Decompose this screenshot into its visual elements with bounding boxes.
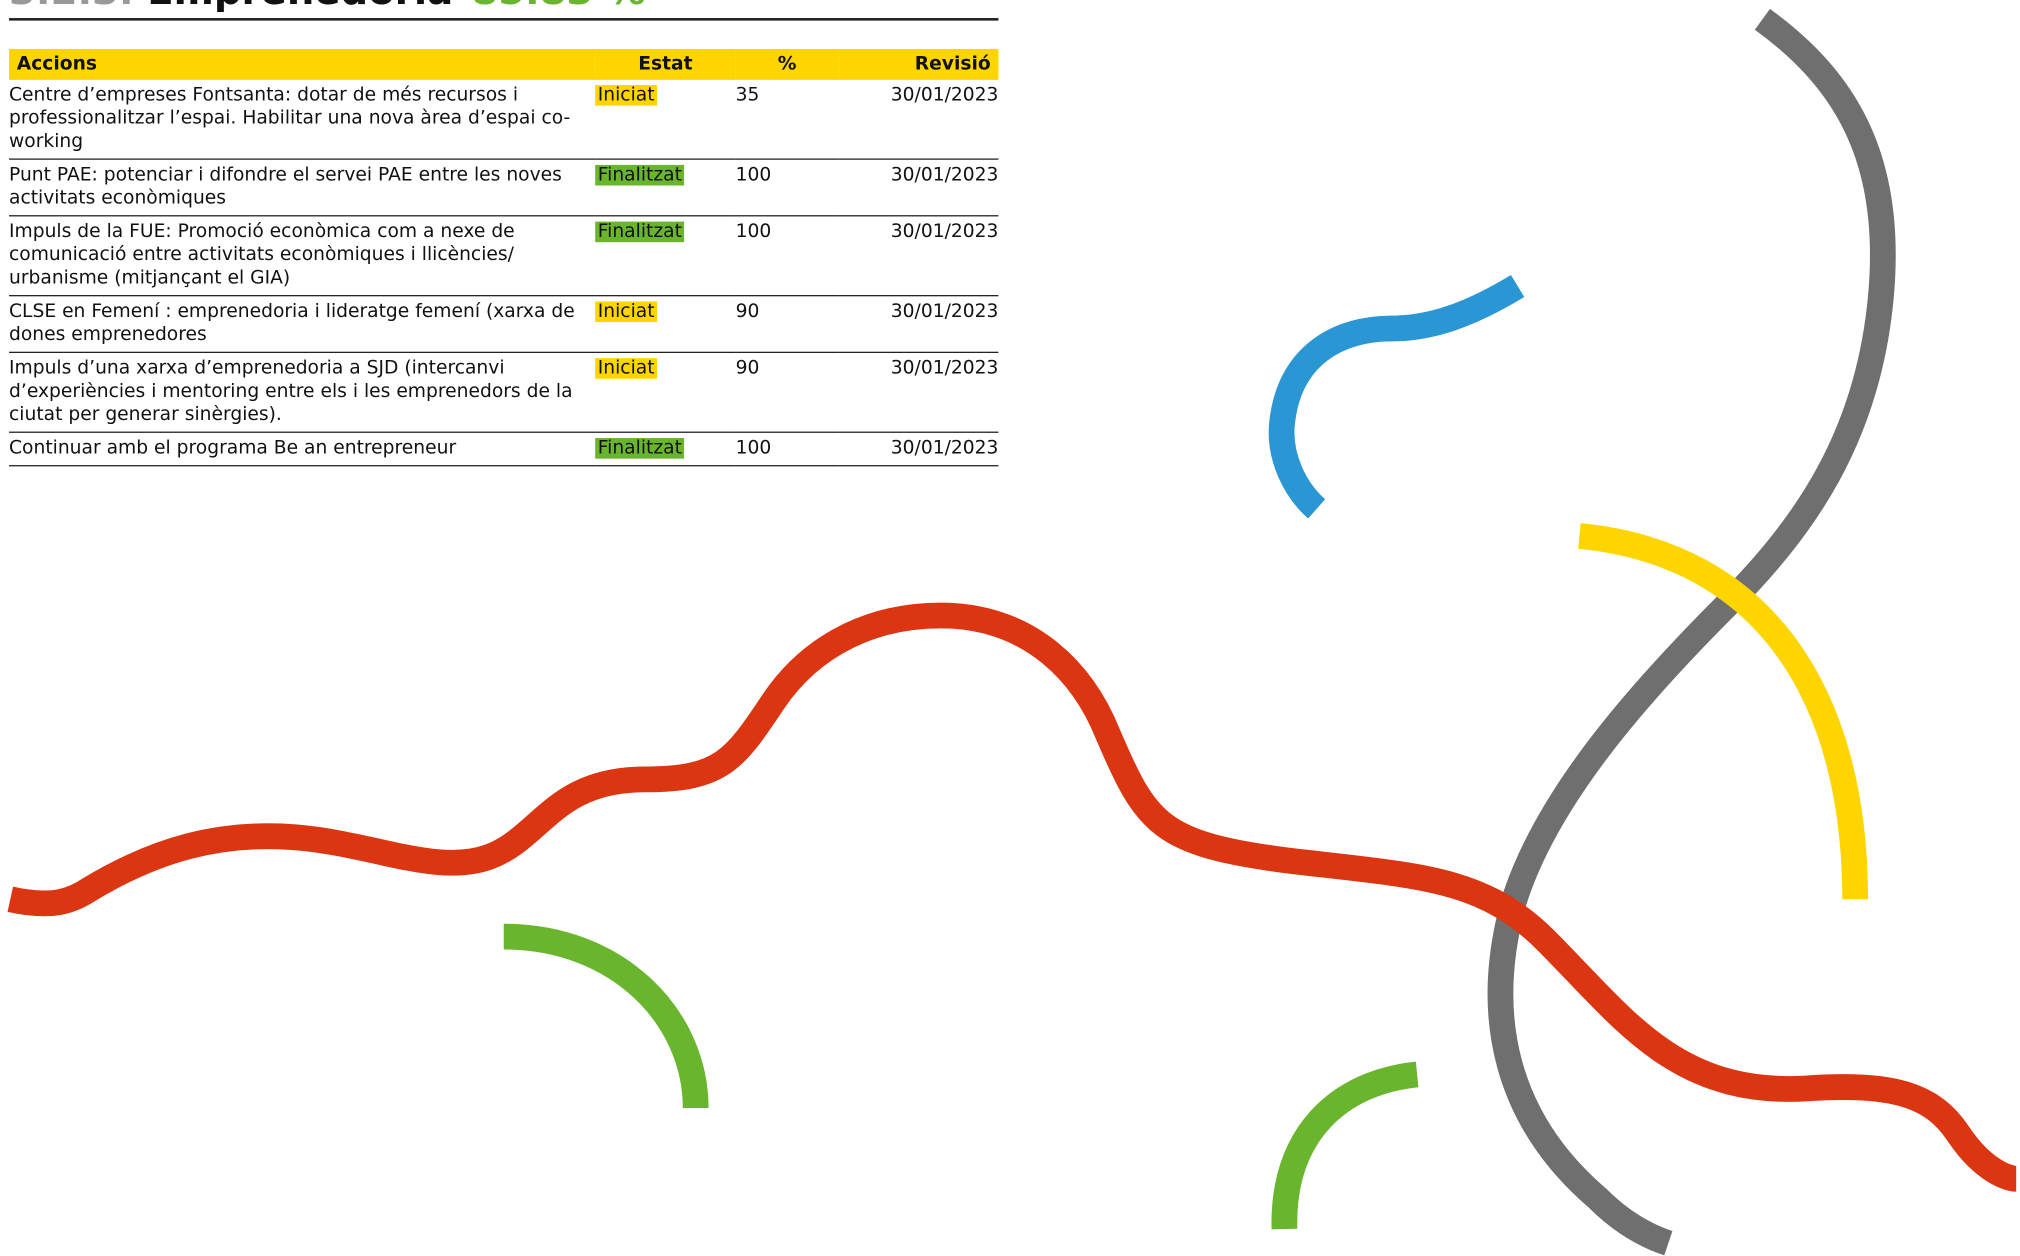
status-badge: Iniciat (595, 301, 658, 323)
yellow-curve (1578, 523, 1869, 900)
cell: 100 (735, 159, 839, 217)
table-row: Impuls d’una xarxa d’emprenedoria a SJD … (9, 352, 999, 433)
section-name: Emprenedoria (147, 0, 453, 14)
status-badge: Finalitzat (595, 221, 685, 243)
cell: Continuar amb el programa Be an entrepre… (9, 432, 596, 467)
cell: CLSE en Femení : emprenedoria i lideratg… (9, 295, 596, 353)
cell: 90 (735, 295, 839, 353)
column-header: Accions (9, 48, 596, 80)
cell: 30/01/2023 (838, 295, 999, 353)
section-percent: 85.83 % (471, 0, 645, 14)
status-cell: Finalitzat (595, 159, 736, 217)
cell: Centre d’empreses Fontsanta: dotar de mé… (9, 79, 596, 160)
green-curve (1271, 1061, 1419, 1230)
status-cell: Iniciat (595, 352, 736, 433)
status-cell: Iniciat (595, 79, 736, 160)
cell: 35 (735, 79, 839, 160)
status-badge: Iniciat (595, 358, 658, 379)
status-badge: Iniciat (595, 85, 658, 106)
status-cell: Finalitzat (595, 432, 736, 467)
actions-table: Accions Estat% Revisió Centre d’empreses F… (9, 48, 999, 467)
cell: Impuls de la FUE: Promoció econòmica com… (9, 215, 596, 297)
cell: 100 (735, 432, 839, 467)
blue-curve (1268, 274, 1525, 519)
cell: Impuls d’una xarxa d’emprenedoria a SJD … (9, 352, 596, 433)
section-number: 3.2.3. (9, 0, 134, 14)
cell: 30/01/2023 (838, 215, 999, 297)
gray-curve (1487, 8, 1896, 1256)
column-header: Estat (595, 48, 736, 80)
status-cell: Finalitzat (595, 215, 736, 297)
cell: 30/01/2023 (838, 79, 999, 160)
section-title: 3.2.3. Emprenedoria 85.83 % (9, 0, 999, 21)
table-row: Continuar amb el programa Be an entrepre… (9, 432, 999, 467)
table-row: CLSE en Femení : emprenedoria i lideratg… (9, 295, 999, 353)
cell: 100 (735, 215, 839, 297)
column-header: % (735, 48, 839, 80)
column-header: Revisió (838, 48, 999, 80)
status-badge: Finalitzat (595, 438, 685, 459)
cell: 90 (735, 352, 839, 433)
cell: 30/01/2023 (838, 159, 999, 217)
green-curve (503, 923, 709, 1109)
table-row: Impuls de la FUE: Promoció econòmica com… (9, 215, 999, 297)
cell: Punt PAE: potenciar i difondre el servei… (9, 159, 596, 217)
status-cell: Iniciat (595, 295, 736, 353)
header-row: Accions Estat% Revisió (9, 48, 999, 80)
table-row: Punt PAE: potenciar i difondre el servei… (9, 159, 999, 217)
cell: 30/01/2023 (838, 432, 999, 467)
red-curve (7, 602, 2018, 1192)
cell: 30/01/2023 (838, 352, 999, 433)
table-row: Centre d’empreses Fontsanta: dotar de mé… (9, 79, 999, 160)
status-badge: Finalitzat (595, 164, 685, 186)
